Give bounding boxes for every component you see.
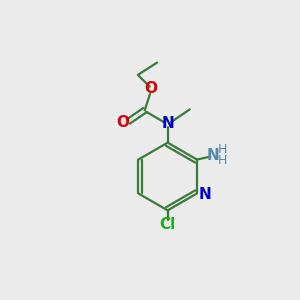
Text: Cl: Cl	[160, 217, 176, 232]
Text: H: H	[218, 154, 227, 167]
Text: O: O	[145, 81, 158, 96]
Text: N: N	[199, 188, 211, 202]
Text: O: O	[117, 116, 130, 130]
Text: H: H	[218, 143, 227, 156]
Text: N: N	[161, 116, 174, 131]
Text: N: N	[207, 148, 220, 163]
